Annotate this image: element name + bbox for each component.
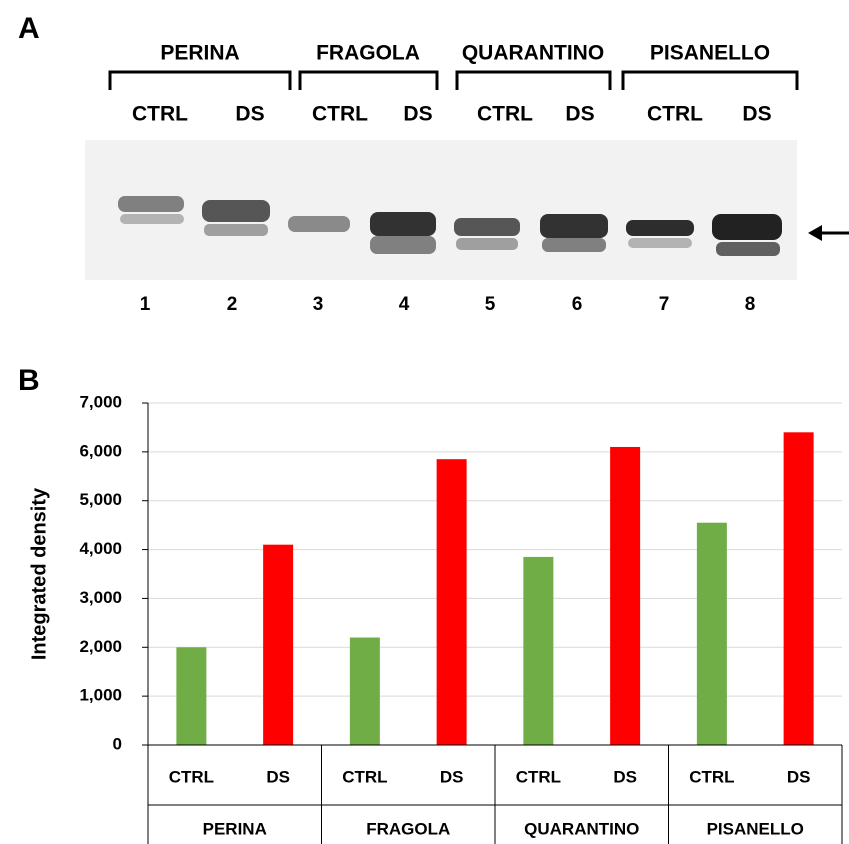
- x-tick-label: CTRL: [342, 767, 387, 786]
- y-tick-label: 6,000: [79, 441, 122, 460]
- blot: [85, 140, 797, 280]
- x-tick-label: DS: [613, 767, 637, 786]
- y-tick-label: 5,000: [79, 490, 122, 509]
- bracket: [457, 72, 610, 90]
- lane-number: 3: [313, 294, 324, 315]
- bar: [263, 545, 293, 745]
- x-group-label: FRAGOLA: [366, 819, 450, 838]
- x-group-label: PERINA: [203, 819, 267, 838]
- condition-label: DS: [235, 103, 264, 126]
- condition-label: CTRL: [477, 103, 533, 126]
- page: A B Integrated density PERINA FRAGOLA QUAR…: [0, 0, 849, 844]
- bar: [784, 432, 814, 745]
- x-group-label: QUARANTINO: [524, 819, 639, 838]
- condition-label: CTRL: [647, 103, 703, 126]
- lane-number: 5: [485, 294, 496, 315]
- x-tick-label: CTRL: [169, 767, 214, 786]
- bracket: [110, 72, 290, 90]
- y-tick-label: 0: [113, 734, 122, 753]
- panel-label: B: [18, 364, 40, 397]
- x-tick-label: CTRL: [516, 767, 561, 786]
- band: [456, 238, 518, 250]
- bracket: [300, 72, 437, 90]
- x-tick-label: CTRL: [689, 767, 734, 786]
- band: [626, 220, 694, 236]
- band: [542, 238, 606, 252]
- bracket: [623, 72, 797, 90]
- band: [288, 216, 350, 232]
- bar: [176, 647, 206, 745]
- condition-label: CTRL: [132, 103, 188, 126]
- lane-number: 2: [227, 294, 238, 315]
- condition-label: CTRL: [312, 103, 368, 126]
- bar: [437, 459, 467, 745]
- x-tick-label: DS: [787, 767, 811, 786]
- group-label: PISANELLO: [650, 42, 770, 65]
- bar: [610, 447, 640, 745]
- band: [120, 214, 184, 224]
- group-label: PERINA: [160, 42, 239, 65]
- lane-number: 7: [659, 294, 670, 315]
- condition-label: DS: [403, 103, 432, 126]
- x-tick-label: DS: [266, 767, 290, 786]
- brackets: [110, 72, 797, 90]
- bar: [523, 557, 553, 745]
- arrow: [808, 225, 849, 241]
- arrow-head: [808, 225, 822, 241]
- band: [370, 212, 436, 236]
- y-tick-label: 3,000: [79, 588, 122, 607]
- y-axis-title: Integrated density: [28, 487, 50, 660]
- x-group-label: PISANELLO: [707, 819, 804, 838]
- condition-label: DS: [565, 103, 594, 126]
- y-tick-label: 2,000: [79, 637, 122, 656]
- lane-number: 8: [745, 294, 756, 315]
- band: [540, 214, 608, 238]
- bar: [697, 523, 727, 745]
- lane-number: 6: [572, 294, 583, 315]
- y-tick-label: 7,000: [79, 392, 122, 411]
- band: [118, 196, 184, 212]
- band: [628, 238, 692, 248]
- y-tick-label: 1,000: [79, 686, 122, 705]
- lane-number: 4: [399, 294, 410, 315]
- panel-label: A: [18, 12, 40, 45]
- group-label: FRAGOLA: [316, 42, 420, 65]
- y-tick-label: 4,000: [79, 539, 122, 558]
- band: [370, 236, 436, 254]
- band: [454, 218, 520, 236]
- band: [712, 214, 782, 240]
- condition-label: DS: [742, 103, 771, 126]
- group-label: QUARANTINO: [462, 42, 604, 65]
- lane-number: 1: [140, 294, 151, 315]
- bar: [350, 638, 380, 745]
- x-tick-label: DS: [440, 767, 464, 786]
- figure: A B Integrated density PERINA FRAGOLA QUAR…: [0, 0, 849, 844]
- band: [716, 242, 780, 256]
- band: [204, 224, 268, 236]
- band: [202, 200, 270, 222]
